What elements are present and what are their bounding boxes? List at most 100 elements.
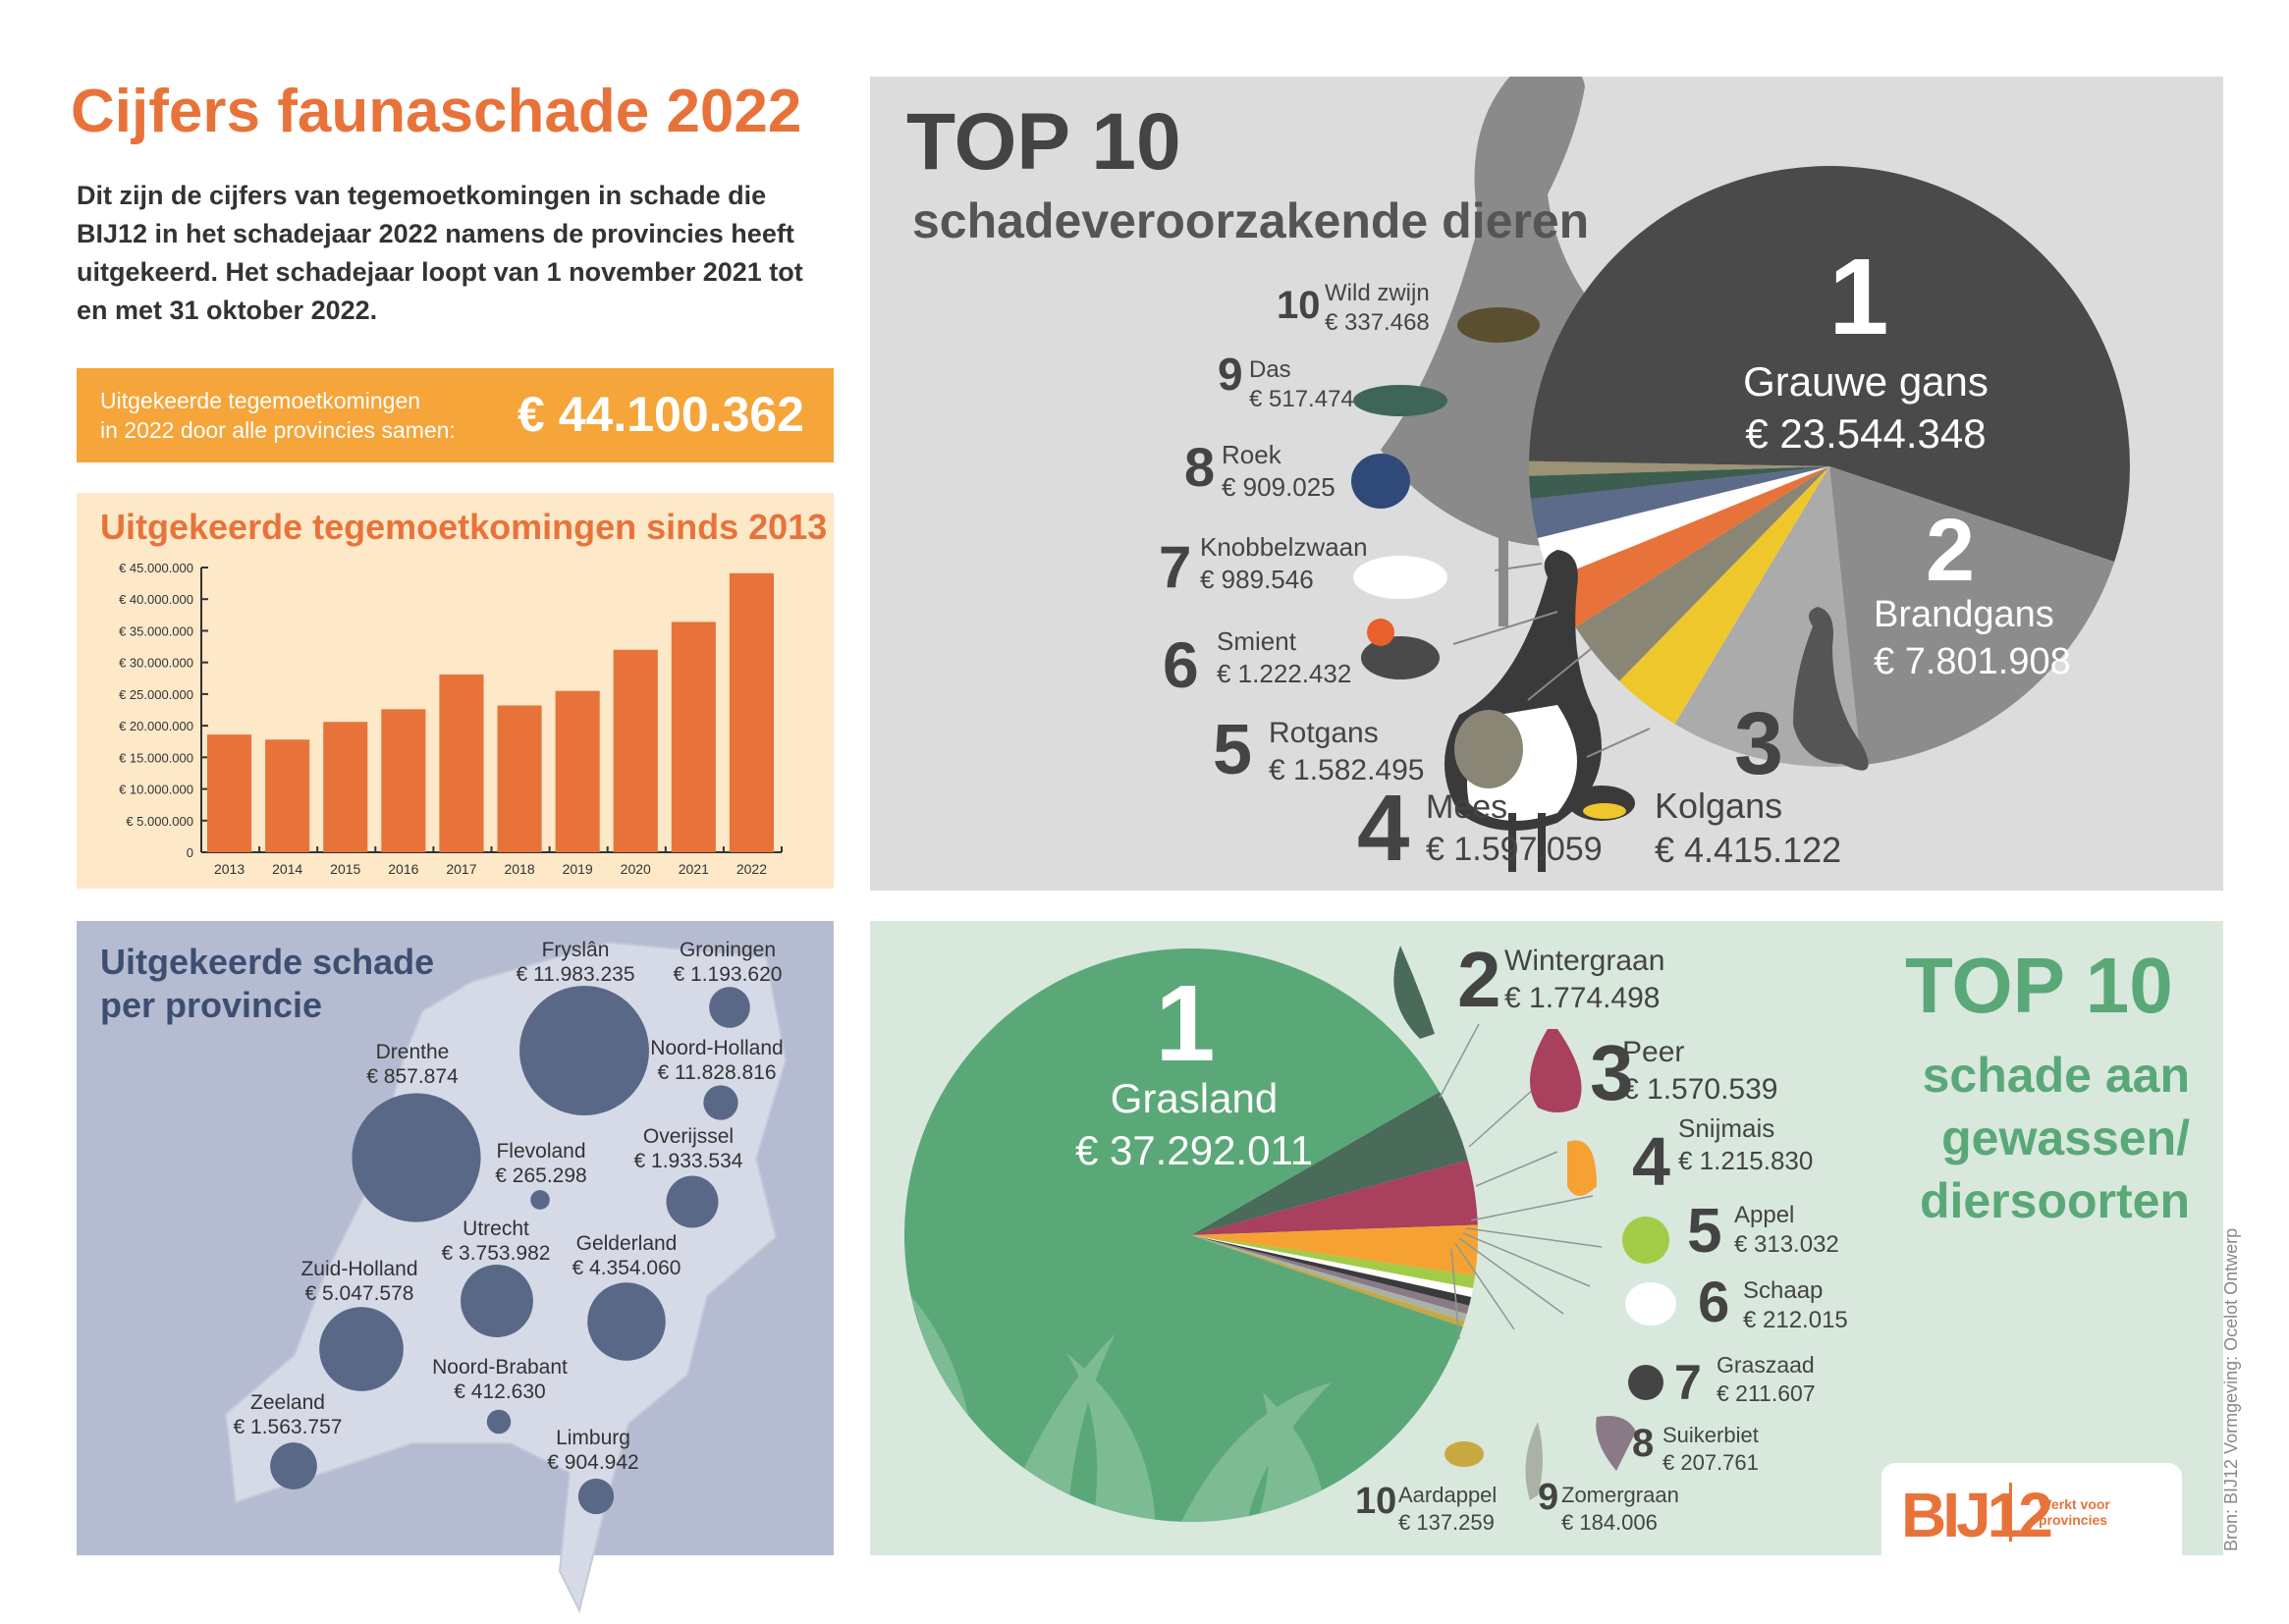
crop-subtitle-line3: diersoorten [1919, 1173, 2190, 1228]
page-title: Cijfers faunaschade 2022 [71, 78, 802, 145]
rank-number: 9 [1538, 1477, 1559, 1518]
crop-pie [903, 948, 1478, 1522]
y-tick-label: € 20.000.000 [119, 719, 193, 733]
animal-top10-title: TOP 10 [906, 97, 1181, 187]
slice-value: € 1.597.059 [1426, 830, 1603, 868]
slice-name: Mees [1426, 788, 1508, 826]
bar-2021 [671, 622, 716, 852]
bar-2019 [555, 690, 600, 852]
bar-2015 [323, 722, 368, 852]
slice-value: € 313.032 [1734, 1231, 1839, 1258]
crop-chart [903, 946, 1676, 1522]
slice-name: Schaap [1743, 1277, 1824, 1304]
slice-value: € 207.761 [1662, 1449, 1759, 1475]
rank-number: 10 [1355, 1481, 1397, 1522]
wintergraan-icon [1393, 946, 1435, 1039]
province-panel: Uitgekeerde schade per provincie Fryslân… [77, 921, 834, 1613]
slice-name: Appel [1734, 1202, 1795, 1228]
rank-number: 8 [1632, 1422, 1655, 1465]
province-name: Fryslân [541, 939, 610, 961]
province-label: Gelderland € 4.354.060 [572, 1231, 681, 1280]
credits: Bron: BIJ12 Vormgeving: Ocelot Ontwerp [2221, 1227, 2241, 1551]
slice-value: € 337.468 [1325, 309, 1430, 336]
province-value: € 4.354.060 [572, 1257, 681, 1279]
crop-icons [1393, 946, 1676, 1500]
crop-top10-panel: TOP 10 schade aan gewassen/ diersoorten … [870, 921, 2223, 1555]
total-banner: Uitgekeerde tegemoetkomingen in 2022 doo… [77, 368, 834, 462]
animal-slice-das [1529, 466, 1829, 499]
slice-value: € 37.292.011 [1074, 1126, 1314, 1173]
bubble-overijssel [666, 1175, 719, 1228]
y-tick-label: € 25.000.000 [119, 687, 193, 702]
slice-label: Brandgans € 7.801.908 [1874, 592, 2071, 685]
slice-value: € 1.774.498 [1504, 981, 1661, 1014]
province-value: € 3.753.982 [441, 1242, 551, 1265]
slice-value: € 23.544.348 [1745, 409, 1987, 457]
rank-number: 3 [1590, 1029, 1634, 1116]
slice-value: € 1.570.539 [1622, 1072, 1778, 1106]
rank-number: 9 [1218, 349, 1243, 400]
slice-label: Grasland € 37.292.011 [1075, 1073, 1313, 1176]
slice-value: € 1.215.830 [1678, 1145, 1814, 1175]
slice-name: Suikerbiet [1662, 1423, 1759, 1447]
slice-label: Wintergraan € 1.774.498 [1504, 943, 1664, 1016]
crop-slice-appel [1191, 1235, 1476, 1289]
slice-value: € 4.415.122 [1655, 830, 1842, 870]
kolgans-silhouette-icon [1793, 607, 1869, 771]
province-label: Zuid-Holland € 5.047.578 [300, 1257, 417, 1306]
slice-value: € 517.474 [1249, 386, 1354, 412]
slice-label: Roek € 909.025 [1222, 439, 1335, 503]
x-tick-label: 2013 [214, 861, 245, 877]
slice-name: Wild zwijn [1325, 280, 1430, 306]
wild-zwijn-icon [1457, 307, 1540, 343]
slice-label: Suikerbiet € 207.761 [1662, 1422, 1759, 1476]
total-label-line2: in 2022 door alle provincies samen: [100, 417, 456, 443]
intro-text: Dit zijn de cijfers van tegemoetkomingen… [77, 181, 803, 325]
province-value: € 1.933.534 [633, 1150, 743, 1172]
slice-value: € 7.801.908 [1874, 640, 2071, 682]
y-tick-label: € 10.000.000 [119, 783, 193, 797]
crop-subtitle-line1: schade aan [1922, 1048, 2190, 1103]
bar-chart-title: Uitgekeerde tegemoetkomingen sinds 2013 [100, 507, 828, 547]
x-tick-label: 2015 [330, 861, 360, 877]
province-title: Uitgekeerde schade per provincie [100, 941, 434, 1027]
province-name: Limburg [556, 1427, 630, 1449]
province-value: € 904.942 [547, 1451, 639, 1474]
province-name: Gelderland [575, 1232, 678, 1255]
slice-label: Smient € 1.222.432 [1217, 625, 1351, 689]
y-tick-label: € 45.000.000 [119, 561, 193, 575]
rank-number: 5 [1687, 1195, 1722, 1266]
slice-value: € 989.546 [1200, 564, 1314, 594]
suikerbiet-icon [1596, 1416, 1636, 1471]
crop-subtitle-line2: gewassen/ [1941, 1110, 2190, 1165]
animal-chart [1351, 77, 2130, 872]
y-tick-label: € 30.000.000 [119, 656, 193, 671]
slice-name: Smient [1217, 626, 1296, 656]
animal-top10-subtitle: schadeveroorzakende dieren [912, 193, 1590, 248]
rank-number: 6 [1698, 1271, 1730, 1334]
province-title-line2: per provincie [100, 985, 323, 1025]
slice-label: Knobbelzwaan € 989.546 [1200, 531, 1368, 595]
crop-top10-subtitle: schade aan gewassen/ diersoorten [1920, 1044, 2190, 1232]
slice-name: Knobbelzwaan [1200, 532, 1368, 562]
crop-leader-lines [1439, 1023, 1603, 1340]
slice-label: Snijmais € 1.215.830 [1678, 1112, 1813, 1176]
bubble-limburg [577, 1478, 615, 1515]
rotgans-icon [1454, 710, 1523, 788]
province-label: Drenthe € 857.874 [366, 1040, 458, 1089]
bubble-noord-holland [352, 1093, 481, 1222]
bubble-flevoland [530, 1190, 550, 1210]
rank-number: 7 [1159, 534, 1192, 600]
crop-slice-aardappel [1191, 1235, 1465, 1327]
animal-slice-wild-zwijn [1529, 460, 1829, 476]
zomergraan-icon [1525, 1422, 1543, 1500]
slice-label: Grauwe gans € 23.544.348 [1743, 356, 1989, 460]
x-tick-label: 2022 [736, 861, 767, 877]
province-name: Zeeland [250, 1391, 325, 1414]
slice-label: Wild zwijn € 337.468 [1325, 279, 1430, 338]
slice-name: Das [1249, 356, 1291, 383]
province-label: Utrecht € 3.753.982 [442, 1217, 551, 1266]
total-label-line1: Uitgekeerde tegemoetkomingen [100, 388, 421, 413]
bij12-logo[interactable]: BIJ12 Werkt voor provincies [1881, 1463, 2182, 1555]
animal-slice-smient [1551, 466, 1829, 627]
